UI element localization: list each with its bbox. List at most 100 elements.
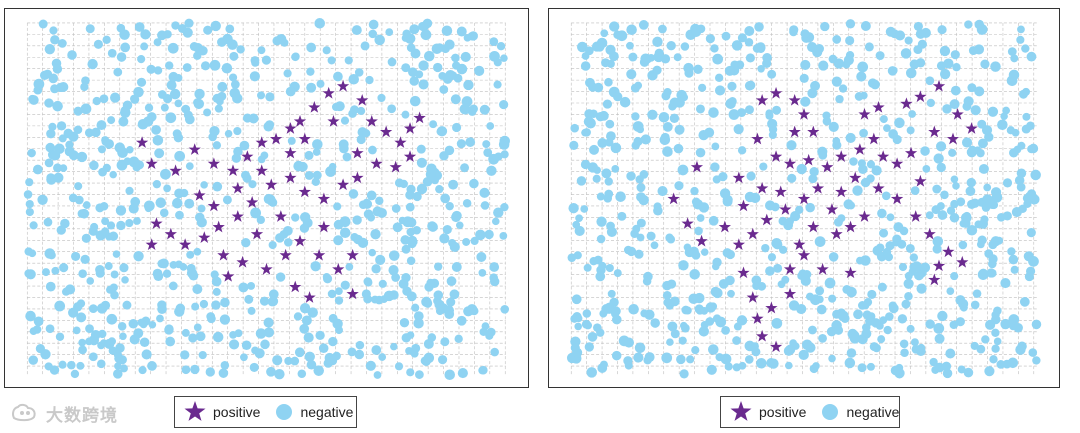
positive-point [312, 248, 326, 261]
negative-point [250, 207, 261, 218]
negative-point [570, 123, 579, 133]
negative-point [211, 300, 221, 310]
negative-point [364, 278, 373, 287]
negative-point [653, 202, 662, 211]
negative-point [706, 364, 717, 375]
negative-point [239, 140, 250, 151]
negative-point [72, 326, 81, 335]
negative-point [340, 280, 350, 290]
negative-point [601, 168, 612, 179]
negative-point [387, 57, 397, 67]
negative-point [444, 369, 456, 381]
positive-point [317, 192, 331, 205]
negative-point [107, 116, 116, 125]
positive-point [932, 259, 946, 272]
negative-point [312, 148, 321, 156]
positive-point [909, 210, 922, 222]
positive-point [169, 164, 182, 177]
positive-point [246, 196, 259, 208]
negative-point [181, 365, 191, 375]
positive-point [746, 227, 759, 240]
negative-point [220, 360, 230, 370]
positive-point [135, 136, 149, 148]
negative-point [362, 129, 371, 138]
negative-point [961, 218, 971, 229]
negative-point [82, 201, 91, 209]
negative-point [712, 53, 724, 65]
negative-point [28, 249, 37, 258]
positive-point [269, 132, 283, 145]
negative-point [652, 36, 663, 47]
negative-point [607, 289, 616, 298]
negative-point [484, 229, 494, 240]
negative-point [110, 92, 121, 103]
negative-point [52, 64, 63, 74]
negative-point [140, 29, 151, 40]
negative-point [604, 177, 613, 186]
negative-point [44, 98, 54, 108]
negative-point [212, 141, 222, 150]
negative-point [888, 303, 899, 314]
positive-point [732, 238, 746, 251]
negative-point [365, 360, 376, 371]
negative-point [796, 303, 807, 315]
negative-point [796, 163, 807, 175]
negative-point [140, 42, 149, 51]
negative-point [418, 79, 429, 90]
negative-point [1016, 168, 1027, 179]
negative-point [406, 291, 417, 302]
negative-point [1008, 69, 1020, 81]
positive-point [928, 125, 941, 138]
negative-point [263, 327, 275, 338]
negative-point [153, 38, 162, 47]
negative-point [771, 317, 783, 329]
positive-point [198, 231, 211, 243]
negative-point [45, 142, 56, 153]
negative-point [293, 160, 304, 172]
positive-point [942, 245, 955, 258]
negative-point [1028, 348, 1038, 357]
negative-point [68, 131, 79, 142]
negative-point [88, 352, 98, 362]
negative-point [154, 148, 165, 159]
negative-point [479, 365, 488, 375]
positive-point [303, 291, 316, 303]
positive-point [164, 227, 177, 240]
negative-point [247, 306, 256, 315]
negative-point [28, 94, 37, 104]
negative-point [596, 192, 605, 201]
negative-point [241, 340, 252, 350]
negative-point [426, 278, 435, 287]
negative-point [1026, 51, 1037, 62]
positive-point [207, 199, 221, 212]
negative-point [186, 250, 195, 259]
negative-point [230, 80, 240, 89]
negative-point [345, 262, 354, 271]
negative-point [119, 332, 127, 341]
negative-point [327, 56, 336, 65]
negative-point [100, 300, 111, 311]
negative-point [333, 71, 343, 82]
negative-point [1018, 89, 1028, 99]
negative-point [884, 252, 894, 262]
negative-point [604, 77, 613, 87]
negative-point [193, 323, 202, 332]
negative-point [634, 81, 643, 90]
negative-point [961, 137, 973, 148]
negative-point [714, 73, 724, 83]
negative-point [573, 251, 582, 260]
negative-point [946, 287, 955, 295]
negative-point [469, 178, 479, 189]
negative-point [217, 91, 227, 101]
negative-point [151, 124, 161, 135]
negative-point [858, 164, 868, 175]
negative-point [118, 116, 129, 127]
negative-point [949, 213, 960, 223]
negative-point [913, 21, 923, 31]
negative-point [666, 41, 676, 51]
negative-point [1028, 255, 1039, 267]
negative-point [856, 71, 867, 82]
negative-point [973, 146, 982, 154]
negative-point [486, 122, 495, 130]
negative-point [848, 330, 860, 342]
